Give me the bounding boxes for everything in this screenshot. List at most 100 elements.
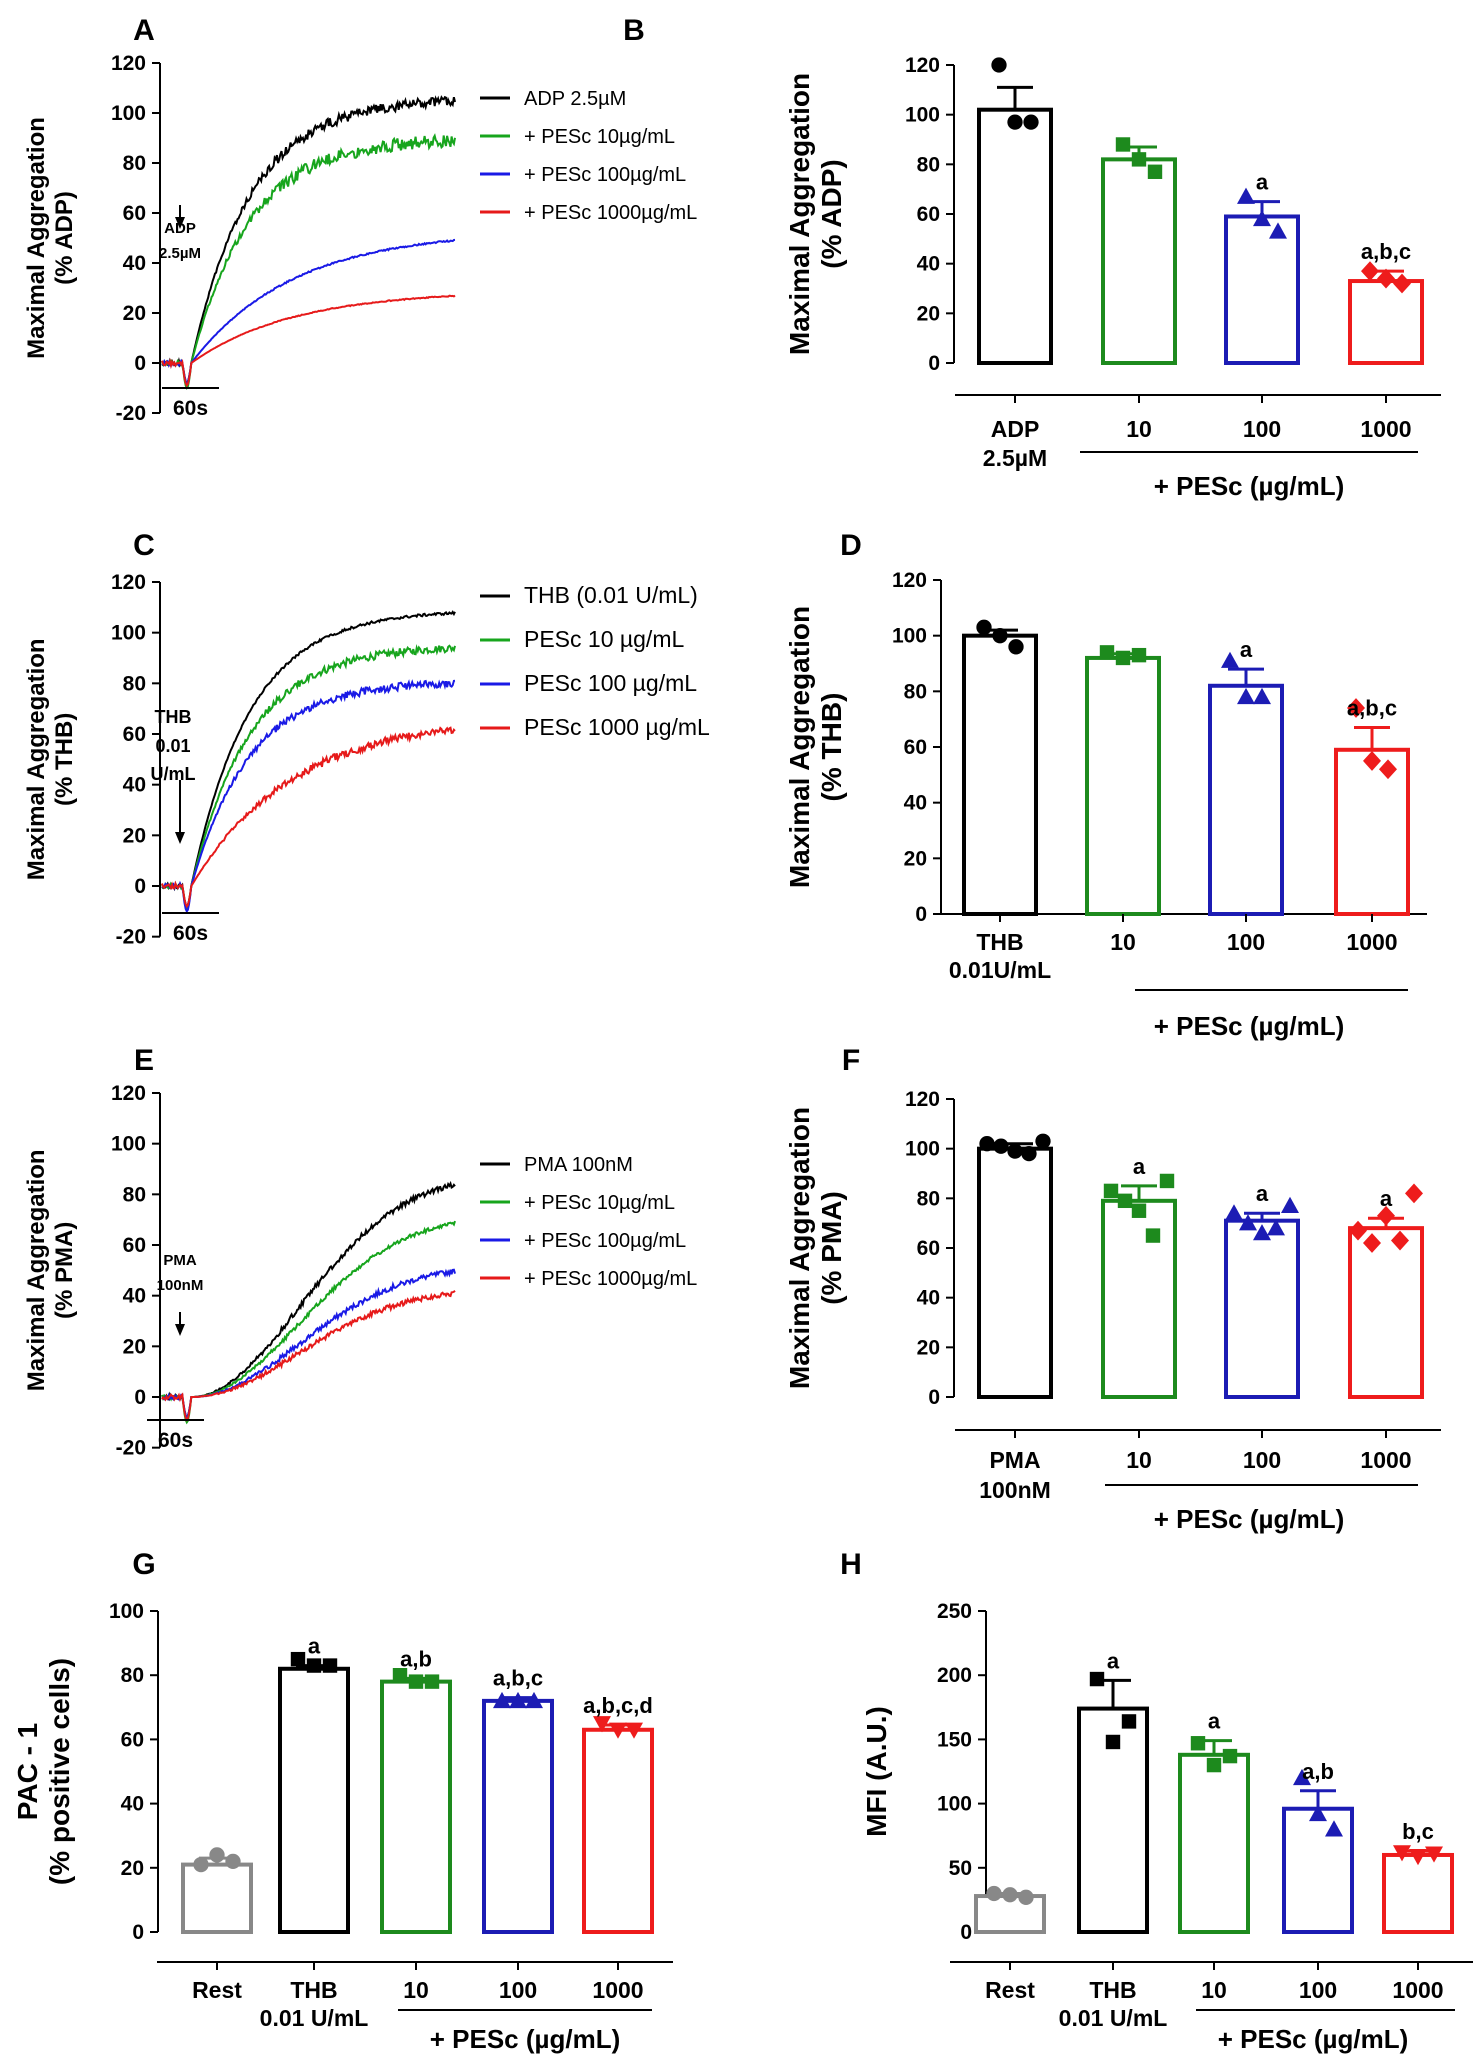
significance-label: a,b,c (1361, 239, 1411, 264)
group-label: + PESc (µg/mL) (430, 2024, 621, 2054)
legend-label: PESc 10 µg/mL (524, 626, 684, 652)
x-category-label: ADP (991, 416, 1040, 442)
y-tick-label: 200 (937, 1664, 972, 1687)
data-point (1377, 1205, 1395, 1226)
significance-label: a (1256, 170, 1269, 195)
bar (1101, 1198, 1177, 1399)
data-point (1267, 1219, 1285, 1236)
y-tick-label: 40 (917, 1287, 940, 1310)
data-point (625, 1722, 643, 1739)
bar (1348, 279, 1424, 365)
data-point (1269, 222, 1287, 239)
y-axis-label: (% THB) (816, 693, 847, 802)
bar (380, 1679, 452, 1934)
y-axis-label: MFI (A.U.) (861, 1706, 892, 1837)
data-point (424, 1674, 440, 1689)
bar (1208, 683, 1284, 916)
legend-label: PESc 100 µg/mL (524, 670, 697, 696)
x-category-label: 2.5µM (983, 445, 1047, 471)
y-tick-label: 60 (123, 723, 146, 746)
x-category-label: 0.01U/mL (949, 957, 1051, 983)
x-category-label: THB (976, 929, 1023, 955)
panel-label: C (133, 529, 155, 562)
y-tick-label: -20 (116, 1437, 146, 1460)
x-category-label: PMA (989, 1447, 1040, 1473)
legend-label: + PESc 100µg/mL (524, 164, 686, 186)
bar (977, 1146, 1053, 1399)
panel-d: D 0 20 40 60 80 100 120 Maximal Aggregation (% TH… (784, 529, 1427, 1041)
y-tick-label: 60 (121, 1728, 144, 1751)
y-tick-label: 80 (123, 1183, 146, 1206)
data-point (1023, 114, 1039, 130)
legend-label: THB (0.01 U/mL) (524, 582, 698, 608)
y-tick-label: 80 (123, 672, 146, 695)
y-axis-label: (% ADP) (816, 159, 847, 268)
x-category-label: 10 (1110, 929, 1136, 955)
data-point (225, 1853, 241, 1870)
x-category-label: Rest (985, 1977, 1035, 2003)
y-tick-label: -20 (116, 926, 146, 949)
y-tick-label: 60 (123, 1234, 146, 1257)
data-point (1377, 268, 1395, 289)
trace-2 (161, 1220, 456, 1425)
significance-label: a (1256, 1181, 1269, 1206)
legend-label: ADP 2.5µM (524, 88, 626, 110)
data-point (1145, 1228, 1161, 1243)
bar (582, 1727, 654, 1935)
data-point (1363, 1233, 1381, 1253)
y-tick-label: 40 (123, 774, 146, 797)
data-point (1393, 1845, 1411, 1862)
y-tick-label: 20 (121, 1857, 144, 1880)
panel-label: D (840, 529, 862, 562)
y-tick-label: 60 (904, 736, 927, 759)
data-point (509, 1691, 527, 1709)
bar (962, 633, 1038, 917)
y-tick-label: 0 (928, 1386, 940, 1409)
data-point (1361, 261, 1379, 282)
trace-3 (161, 238, 456, 385)
panel-f: F 0 20 40 60 80 100 120 Maximal Aggregation (% PM… (784, 1044, 1441, 1534)
y-tick-label: 100 (905, 104, 940, 127)
panel-e: E -20 0 20 40 60 80 100 120 Maximal Aggregation (%… (23, 1044, 697, 1460)
trace-4 (161, 726, 456, 909)
bar (1348, 1226, 1424, 1399)
data-point (1131, 1203, 1147, 1218)
y-tick-label: 0 (134, 1386, 146, 1409)
y-tick-label: 80 (904, 680, 927, 703)
data-point (1393, 273, 1411, 294)
trace-1 (161, 610, 456, 909)
bar (1077, 1706, 1149, 1934)
y-tick-label: 40 (123, 1285, 146, 1308)
y-tick-label: 100 (111, 1133, 146, 1156)
data-point (593, 1716, 611, 1733)
data-point (1115, 137, 1131, 152)
data-point (1147, 164, 1163, 179)
legend-label: PMA 100nM (524, 1154, 633, 1176)
bar (977, 107, 1053, 365)
significance-label: a (1240, 637, 1253, 662)
y-axis-label: (% THB) (51, 713, 78, 806)
data-point (1099, 645, 1115, 660)
data-point (1253, 1224, 1271, 1241)
y-tick-label: 0 (928, 352, 940, 375)
bar (1178, 1752, 1250, 1934)
x-category-label: 10 (1126, 1447, 1152, 1473)
y-axis-label: (% PMA) (816, 1191, 847, 1305)
data-point (392, 1668, 408, 1683)
y-tick-label: 20 (917, 302, 940, 325)
y-tick-label: 20 (904, 847, 927, 870)
significance-label: a,b,c (493, 1666, 543, 1691)
data-point (193, 1856, 209, 1873)
agonist-label: PMA (163, 1252, 197, 1269)
y-tick-label: 40 (904, 792, 927, 815)
x-category-label: 100 (499, 1977, 537, 2003)
y-tick-label: 0 (960, 1921, 972, 1944)
data-point (1089, 1671, 1105, 1687)
data-point (1239, 1214, 1257, 1231)
y-axis-label: Maximal Aggregation (23, 117, 50, 359)
data-point (993, 1138, 1009, 1154)
data-point (1190, 1736, 1206, 1751)
agonist-label: 2.5µM (159, 245, 201, 262)
y-axis-label: (% PMA) (51, 1222, 78, 1319)
